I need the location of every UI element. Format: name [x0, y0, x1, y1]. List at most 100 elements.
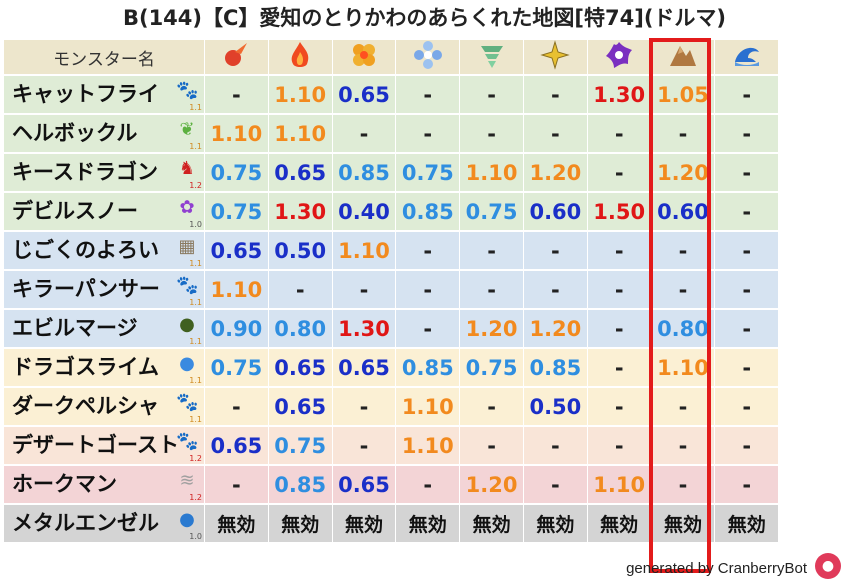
resistance-value: 1.10 — [401, 433, 454, 458]
element-header-wind — [460, 40, 523, 74]
monster-name: ホークマン — [12, 472, 117, 496]
resistance-value: - — [295, 277, 305, 302]
element-header-fire — [205, 40, 268, 74]
wall-icon: ▦ — [178, 236, 196, 257]
resistance-cell: - — [651, 466, 715, 503]
resistance-value: 1.10 — [338, 238, 390, 263]
monster-name-cell: デザートゴースト 🐾 1.2 — [4, 427, 204, 464]
resistance-value: - — [551, 277, 560, 302]
resistance-cell: 1.20 — [523, 310, 587, 347]
table-row: デザートゴースト 🐾 1.2 0.65 0.75 - 1.10 - - - - - — [4, 427, 779, 464]
resistance-value: 0.75 — [465, 199, 518, 224]
resistance-cell: 0.85 — [268, 466, 332, 503]
resistance-value: - — [614, 160, 624, 185]
resistance-value: - — [742, 277, 752, 302]
monster-version: 1.1 — [189, 376, 202, 385]
resistance-value: - — [742, 472, 752, 497]
resistance-cell: 無効 — [268, 505, 332, 542]
resistance-cell: 0.75 — [460, 193, 523, 230]
resistance-cell: 0.65 — [332, 349, 396, 386]
slime-icon: ● — [179, 353, 195, 374]
paw-icon: 🐾 — [176, 80, 199, 101]
resistance-cell: 無効 — [396, 505, 460, 542]
resistance-value: - — [614, 277, 624, 302]
resistance-value: 0.65 — [210, 238, 263, 263]
table-row: エビルマージ ● 1.1 0.90 0.80 1.30 - 1.20 1.20 - 0.80 - — [4, 310, 779, 347]
resistance-cell: 0.75 — [268, 427, 332, 464]
resistance-cell: 1.10 — [396, 427, 460, 464]
resistance-cell: - — [396, 271, 460, 308]
resistance-value: 無効 — [472, 514, 511, 536]
resistance-value: 1.50 — [593, 199, 646, 224]
resistance-value: 1.10 — [210, 121, 263, 146]
resistance-value: 0.60 — [529, 199, 582, 224]
resistance-value: - — [423, 316, 433, 341]
resistance-value: 1.30 — [338, 316, 390, 341]
resistance-value: 1.30 — [274, 199, 327, 224]
element-header-lightning — [523, 40, 587, 74]
resistance-cell: 1.20 — [460, 466, 523, 503]
resistance-cell: - — [396, 76, 460, 113]
paw-icon: 🐾 — [176, 392, 199, 413]
resistance-cell: 無効 — [715, 505, 779, 542]
monster-version: 1.1 — [189, 259, 202, 268]
resistance-value: 0.75 — [401, 160, 454, 185]
resistance-value: - — [678, 121, 688, 146]
resistance-value: 0.85 — [529, 355, 582, 380]
monster-version: 1.1 — [189, 142, 202, 151]
table-row: じごくのよろい ▦ 1.1 0.65 0.50 1.10 - - - - - - — [4, 232, 779, 269]
resistance-value: - — [487, 121, 496, 146]
resistance-cell: 無効 — [523, 505, 587, 542]
resistance-cell: 無効 — [460, 505, 523, 542]
resistance-value: - — [551, 433, 560, 458]
element-header-explosion — [332, 40, 396, 74]
paw-icon: 🐾 — [176, 275, 199, 296]
resistance-cell: 0.75 — [396, 154, 460, 191]
resistance-value: 0.60 — [657, 199, 709, 224]
monster-name: ドラゴスライム — [12, 355, 159, 379]
resistance-cell: - — [715, 271, 779, 308]
resistance-cell: 1.10 — [332, 232, 396, 269]
resistance-cell: - — [715, 232, 779, 269]
monster-name: キャットフライ — [12, 82, 159, 106]
resistance-cell: - — [523, 466, 587, 503]
resistance-value: - — [359, 433, 369, 458]
monster-name-cell: ダークペルシャ 🐾 1.1 — [4, 388, 204, 425]
resistance-value: 0.65 — [338, 472, 390, 497]
monster-name-cell: メタルエンゼル ● 1.0 — [4, 505, 204, 542]
resistance-value: 1.20 — [529, 316, 582, 341]
element-header-dark — [587, 40, 651, 74]
monster-name: キースドラゴン — [12, 160, 158, 184]
resistance-value: - — [551, 238, 560, 263]
resistance-cell: - — [332, 271, 396, 308]
resistance-cell: 0.75 — [205, 154, 268, 191]
monster-name: ダークペルシャ — [12, 394, 159, 418]
element-header-earth — [651, 40, 715, 74]
resistance-value: - — [232, 472, 241, 497]
resistance-value: - — [423, 472, 433, 497]
monster-name-cell: じごくのよろい ▦ 1.1 — [4, 232, 204, 269]
resistance-value: - — [359, 394, 369, 419]
table-row: キースドラゴン ♞ 1.2 0.75 0.65 0.85 0.75 1.10 1.20 - 1.20… — [4, 154, 779, 191]
page-title: B(144)【C】愛知のとりかわのあらくれた地図[特74](ドルマ) — [122, 6, 727, 30]
cranberry-bot-icon: ● — [815, 553, 841, 579]
resistance-value: 0.65 — [274, 160, 327, 185]
monster-name: メタルエンゼル — [12, 511, 159, 535]
resistance-cell: 無効 — [587, 505, 651, 542]
resistance-value: - — [742, 355, 752, 380]
resistance-cell: 1.10 — [205, 115, 268, 152]
water-icon — [734, 47, 759, 66]
resistance-cell: 1.05 — [651, 76, 715, 113]
resistance-cell: - — [332, 115, 396, 152]
resistance-value: 無効 — [536, 514, 575, 536]
resistance-cell: - — [460, 115, 523, 152]
resistance-value: 1.10 — [657, 355, 709, 380]
resistance-cell: - — [587, 115, 651, 152]
resistance-cell: - — [523, 271, 587, 308]
resistance-cell: 1.30 — [332, 310, 396, 347]
resistance-value: - — [487, 82, 496, 107]
resistance-cell: - — [396, 232, 460, 269]
resistance-value: - — [423, 121, 433, 146]
resistance-value: - — [678, 472, 688, 497]
resistance-value: - — [742, 433, 752, 458]
